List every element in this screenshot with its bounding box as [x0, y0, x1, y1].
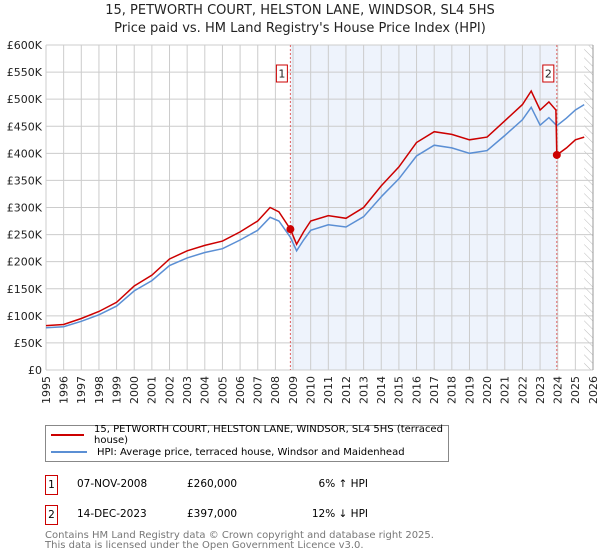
x-tick-label: 2011	[322, 376, 335, 404]
x-tick-label: 1997	[75, 376, 88, 404]
footer: Contains HM Land Registry data © Crown c…	[45, 531, 434, 551]
x-tick-label: 1996	[57, 376, 70, 404]
legend-label: 15, PETWORTH COURT, HELSTON LANE, WINDSO…	[94, 424, 443, 446]
sale-hpi-diff: 6% ↑ HPI	[318, 478, 368, 490]
x-tick-label: 2008	[269, 376, 282, 404]
x-tick-label: 2016	[410, 376, 423, 404]
sale-hpi-diff: 12% ↓ HPI	[311, 508, 368, 520]
legend-blue-line	[51, 451, 87, 453]
x-tick-label: 2000	[128, 376, 141, 404]
x-tick-label: 1999	[110, 376, 123, 404]
sale-label-box	[275, 64, 288, 83]
y-tick-label: £400K	[7, 147, 43, 160]
y-tick-label: £300K	[7, 202, 43, 215]
y-tick-label: £500K	[7, 93, 43, 106]
x-tick-label: 2015	[393, 376, 406, 404]
y-tick-label: £250K	[7, 229, 43, 242]
x-tick-label: 2006	[234, 376, 247, 404]
sale-date: 14-DEC-2023	[77, 508, 147, 520]
x-tick-label: 2014	[375, 376, 388, 404]
x-tick-label: 2005	[216, 376, 229, 404]
y-tick-label: £200K	[7, 256, 43, 269]
x-tick-label: 2017	[428, 376, 441, 404]
x-tick-label: 2009	[287, 376, 300, 404]
price-chart: 1995 1996 1997 1998 1999 2000 2001 2002 2003 2004…	[7, 39, 600, 404]
legend-label: HPI: Average price, terraced house, Wind…	[97, 446, 405, 458]
x-tick-label: 2020	[481, 376, 494, 404]
y-tick-label: £150K	[7, 283, 43, 296]
x-tick-label: 1995	[40, 376, 53, 404]
x-tick-label: 2007	[252, 376, 265, 404]
hpi-line	[45, 103, 585, 329]
y-tick-label: £100K	[7, 310, 43, 323]
x-tick-label: 2012	[340, 376, 353, 404]
chart-subtitle: Price paid vs. HM Land Registry's House …	[114, 21, 486, 36]
x-tick-label: 2001	[146, 376, 159, 404]
x-tick-label: 2004	[199, 376, 212, 404]
x-tick-label: 2024	[552, 376, 565, 404]
chart-title: 15, PETWORTH COURT, HELSTON LANE, WINDSO…	[105, 3, 495, 18]
x-tick-label: 1998	[93, 376, 106, 404]
sale-row-1: 1 07-NOV-2008 £260,000 6% ↑ HPI	[45, 475, 445, 495]
legend-item-hpi: HPI: Average price, terraced house, Wind…	[51, 444, 405, 460]
legend-red-line	[51, 434, 84, 436]
y-tick-label: £0	[28, 364, 42, 377]
sale-row-2: 2 14-DEC-2023 £397,000 12% ↓ HPI	[45, 505, 445, 525]
sale-label-box	[542, 64, 555, 83]
sale-label: 2	[545, 68, 552, 81]
footer-copyright: Contains HM Land Registry data © Crown c…	[45, 530, 434, 541]
sale-price: £260,000	[187, 478, 238, 490]
footer-licence: This data is licensed under the Open Gov…	[45, 540, 364, 551]
y-tick-label: £350K	[7, 174, 43, 187]
x-tick-label: 2026	[587, 376, 600, 404]
y-tick-label: £450K	[7, 120, 43, 133]
x-tick-label: 2019	[463, 376, 476, 404]
sale-badge: 1	[45, 475, 58, 495]
y-tick-label: £600K	[7, 39, 43, 52]
y-tick-label: £50K	[14, 337, 43, 350]
x-tick-label: 2002	[163, 376, 176, 404]
y-tick-label: £550K	[7, 66, 43, 79]
x-tick-label: 2010	[305, 376, 318, 404]
sale-date: 07-NOV-2008	[77, 478, 148, 490]
sale-badge: 2	[45, 505, 58, 525]
legend: 15, PETWORTH COURT, HELSTON LANE, WINDSO…	[45, 424, 449, 462]
x-tick-label: 2013	[357, 376, 370, 404]
legend-item-property: 15, PETWORTH COURT, HELSTON LANE, WINDSO…	[51, 424, 448, 446]
sale-label: 1	[278, 68, 285, 81]
x-tick-label: 2003	[181, 376, 194, 404]
sale-point	[286, 225, 295, 234]
x-tick-label: 2021	[499, 376, 512, 404]
x-tick-label: 2018	[446, 376, 459, 404]
x-tick-label: 2025	[569, 376, 582, 404]
property-price-line	[45, 89, 585, 327]
sale-price: £397,000	[187, 508, 238, 520]
sale-point	[552, 150, 561, 159]
x-tick-label: 2022	[516, 376, 529, 404]
x-tick-label: 2023	[534, 376, 547, 404]
